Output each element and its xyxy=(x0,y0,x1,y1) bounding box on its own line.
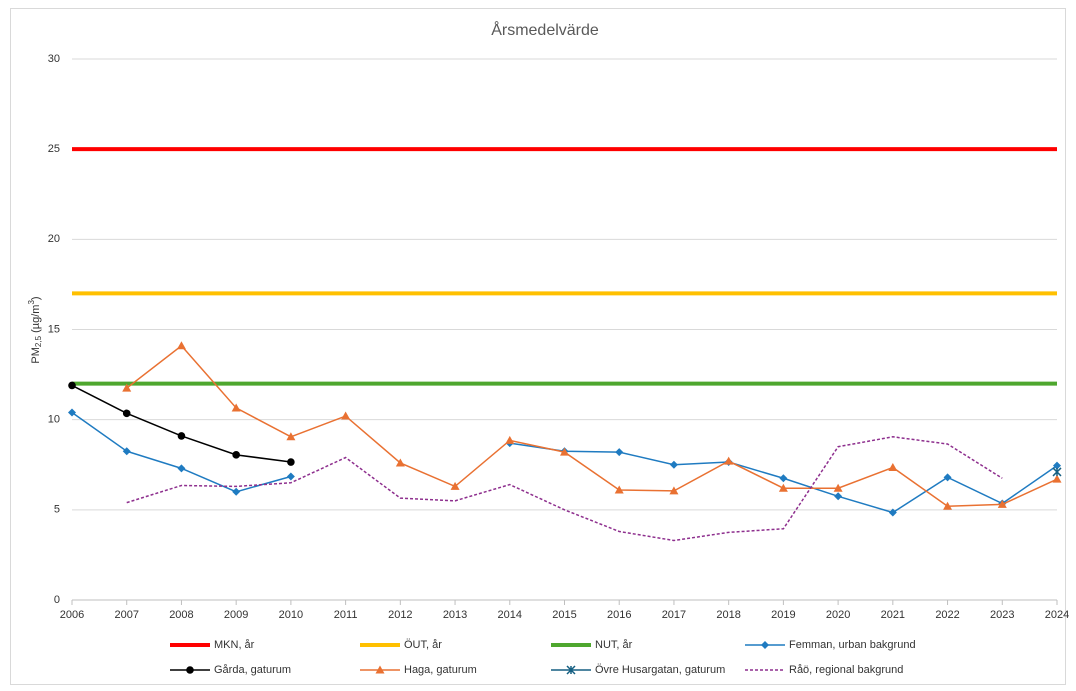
marker xyxy=(614,485,624,494)
x-tick-label: 2022 xyxy=(935,609,959,621)
marker xyxy=(375,665,385,674)
y-label-sup: 3 xyxy=(27,300,36,305)
x-tick-label: 2011 xyxy=(334,609,358,621)
legend-item: Råö, regional bakgrund xyxy=(745,664,903,676)
y-tick-label: 20 xyxy=(48,233,60,245)
marker xyxy=(68,381,76,390)
marker xyxy=(724,456,734,465)
x-tick-label: 2006 xyxy=(60,609,84,621)
marker xyxy=(778,483,788,492)
marker xyxy=(232,487,241,496)
legend-label: MKN, år xyxy=(214,639,255,651)
marker xyxy=(505,435,515,444)
marker xyxy=(286,432,296,441)
marker xyxy=(560,447,569,456)
marker xyxy=(177,432,186,440)
marker xyxy=(1052,467,1062,477)
legend-item: NUT, år xyxy=(551,639,633,651)
marker xyxy=(779,474,788,483)
x-tick-label: 2008 xyxy=(169,609,193,621)
y-label-end: ) xyxy=(30,296,42,300)
marker xyxy=(177,464,186,473)
legend-label: Gårda, gaturum xyxy=(214,664,291,676)
x-tick-label: 2016 xyxy=(607,609,631,621)
marker xyxy=(286,472,295,481)
marker xyxy=(669,460,678,469)
marker xyxy=(943,473,952,482)
legend-item: Haga, gaturum xyxy=(360,664,477,676)
x-tick-label: 2010 xyxy=(279,609,303,621)
marker xyxy=(450,481,460,490)
x-tick-label: 2015 xyxy=(552,609,576,621)
legend-item: Gårda, gaturum xyxy=(170,664,291,676)
marker xyxy=(231,403,241,412)
marker xyxy=(997,499,1007,508)
chart-title: Årsmedelvärde xyxy=(491,20,599,39)
marker xyxy=(1053,461,1061,470)
marker xyxy=(341,411,351,420)
marker xyxy=(888,508,897,517)
marker xyxy=(943,501,953,510)
x-tick-label: 2018 xyxy=(716,609,740,621)
x-tick-label: 2013 xyxy=(443,609,467,621)
marker xyxy=(395,458,405,467)
legend-label: ÖUT, år xyxy=(404,639,442,651)
x-tick-label: 2017 xyxy=(662,609,686,621)
y-label-unit: (µg/m xyxy=(30,305,42,336)
marker xyxy=(669,486,679,495)
marker xyxy=(232,451,240,459)
marker xyxy=(566,665,576,675)
legend-label: Övre Husargatan, gaturum xyxy=(595,664,725,676)
marker xyxy=(833,483,843,492)
y-tick-label: 10 xyxy=(48,414,60,426)
x-tick-label: 2023 xyxy=(990,609,1014,621)
marker xyxy=(122,383,132,392)
x-tick-label: 2007 xyxy=(114,609,138,621)
y-axis-label: PM2,5 (µg/m3) xyxy=(27,296,43,363)
y-label-base: PM xyxy=(30,347,42,364)
y-tick-label: 0 xyxy=(54,594,60,606)
marker xyxy=(122,409,131,418)
marker xyxy=(186,666,194,674)
marker xyxy=(834,492,843,501)
series-line xyxy=(126,344,1058,507)
marker xyxy=(1052,474,1062,483)
x-tick-label: 2009 xyxy=(224,609,248,621)
legend-item: Femman, urban bakgrund xyxy=(745,639,916,651)
y-tick-label: 30 xyxy=(48,53,60,65)
marker xyxy=(888,462,898,471)
y-tick-label: 5 xyxy=(54,504,60,516)
x-tick-label: 2014 xyxy=(498,609,522,621)
legend-label: Råö, regional bakgrund xyxy=(789,664,903,676)
y-tick-label: 25 xyxy=(48,143,60,155)
series-line xyxy=(126,436,1003,542)
marker xyxy=(761,641,769,649)
marker xyxy=(68,408,76,417)
legend-item: ÖUT, år xyxy=(360,639,442,651)
x-tick-label: 2024 xyxy=(1045,609,1069,621)
x-tick-label: 2021 xyxy=(881,609,905,621)
marker xyxy=(615,448,624,457)
legend-item: MKN, år xyxy=(170,639,255,651)
legend-label: Femman, urban bakgrund xyxy=(789,639,916,651)
y-label-sub: 2,5 xyxy=(34,335,43,347)
x-tick-label: 2020 xyxy=(826,609,850,621)
marker xyxy=(122,447,131,456)
marker xyxy=(287,458,295,466)
legend-item: Övre Husargatan, gaturum xyxy=(551,664,725,676)
marker xyxy=(176,341,186,350)
legend-label: Haga, gaturum xyxy=(404,664,477,676)
legend-label: NUT, år xyxy=(595,639,633,651)
x-tick-label: 2012 xyxy=(388,609,412,621)
y-tick-label: 15 xyxy=(48,323,60,335)
chart-frame xyxy=(10,8,1066,685)
x-tick-label: 2019 xyxy=(771,609,795,621)
